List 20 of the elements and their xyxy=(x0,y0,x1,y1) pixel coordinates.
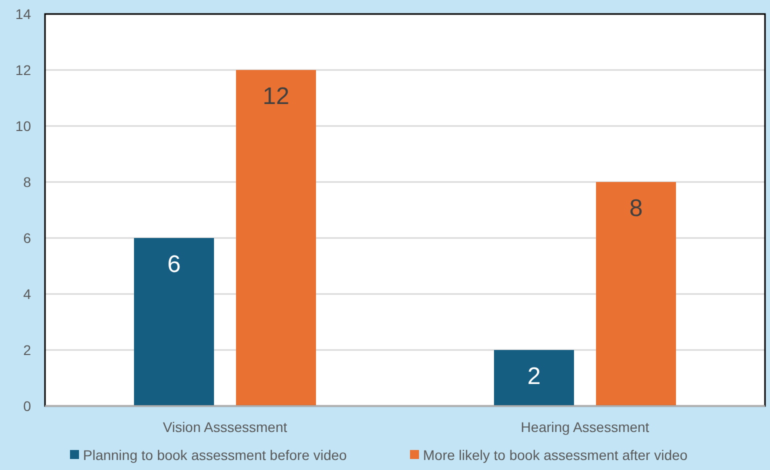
y-tick-label: 0 xyxy=(23,398,32,414)
bar xyxy=(596,182,676,406)
y-tick-label: 4 xyxy=(23,286,32,302)
bar xyxy=(494,350,574,406)
bar xyxy=(134,238,214,406)
legend-label: More likely to book assessment after video xyxy=(423,447,688,463)
x-tick-label: Vision Asssessment xyxy=(162,419,288,435)
y-tick-label: 2 xyxy=(23,342,32,358)
y-tick-label: 8 xyxy=(23,174,32,190)
y-tick-label: 14 xyxy=(15,6,32,22)
y-tick-label: 10 xyxy=(15,118,32,134)
data-label: 12 xyxy=(262,83,290,110)
legend-label: Planning to book assessment before video xyxy=(83,447,348,463)
data-label: 2 xyxy=(527,363,541,390)
bar xyxy=(236,70,316,406)
data-label: 8 xyxy=(629,195,643,222)
data-label: 6 xyxy=(167,251,181,278)
y-tick-label: 12 xyxy=(15,62,32,78)
y-tick-label: 6 xyxy=(23,230,32,246)
x-tick-label: Hearing Assessment xyxy=(520,419,650,435)
